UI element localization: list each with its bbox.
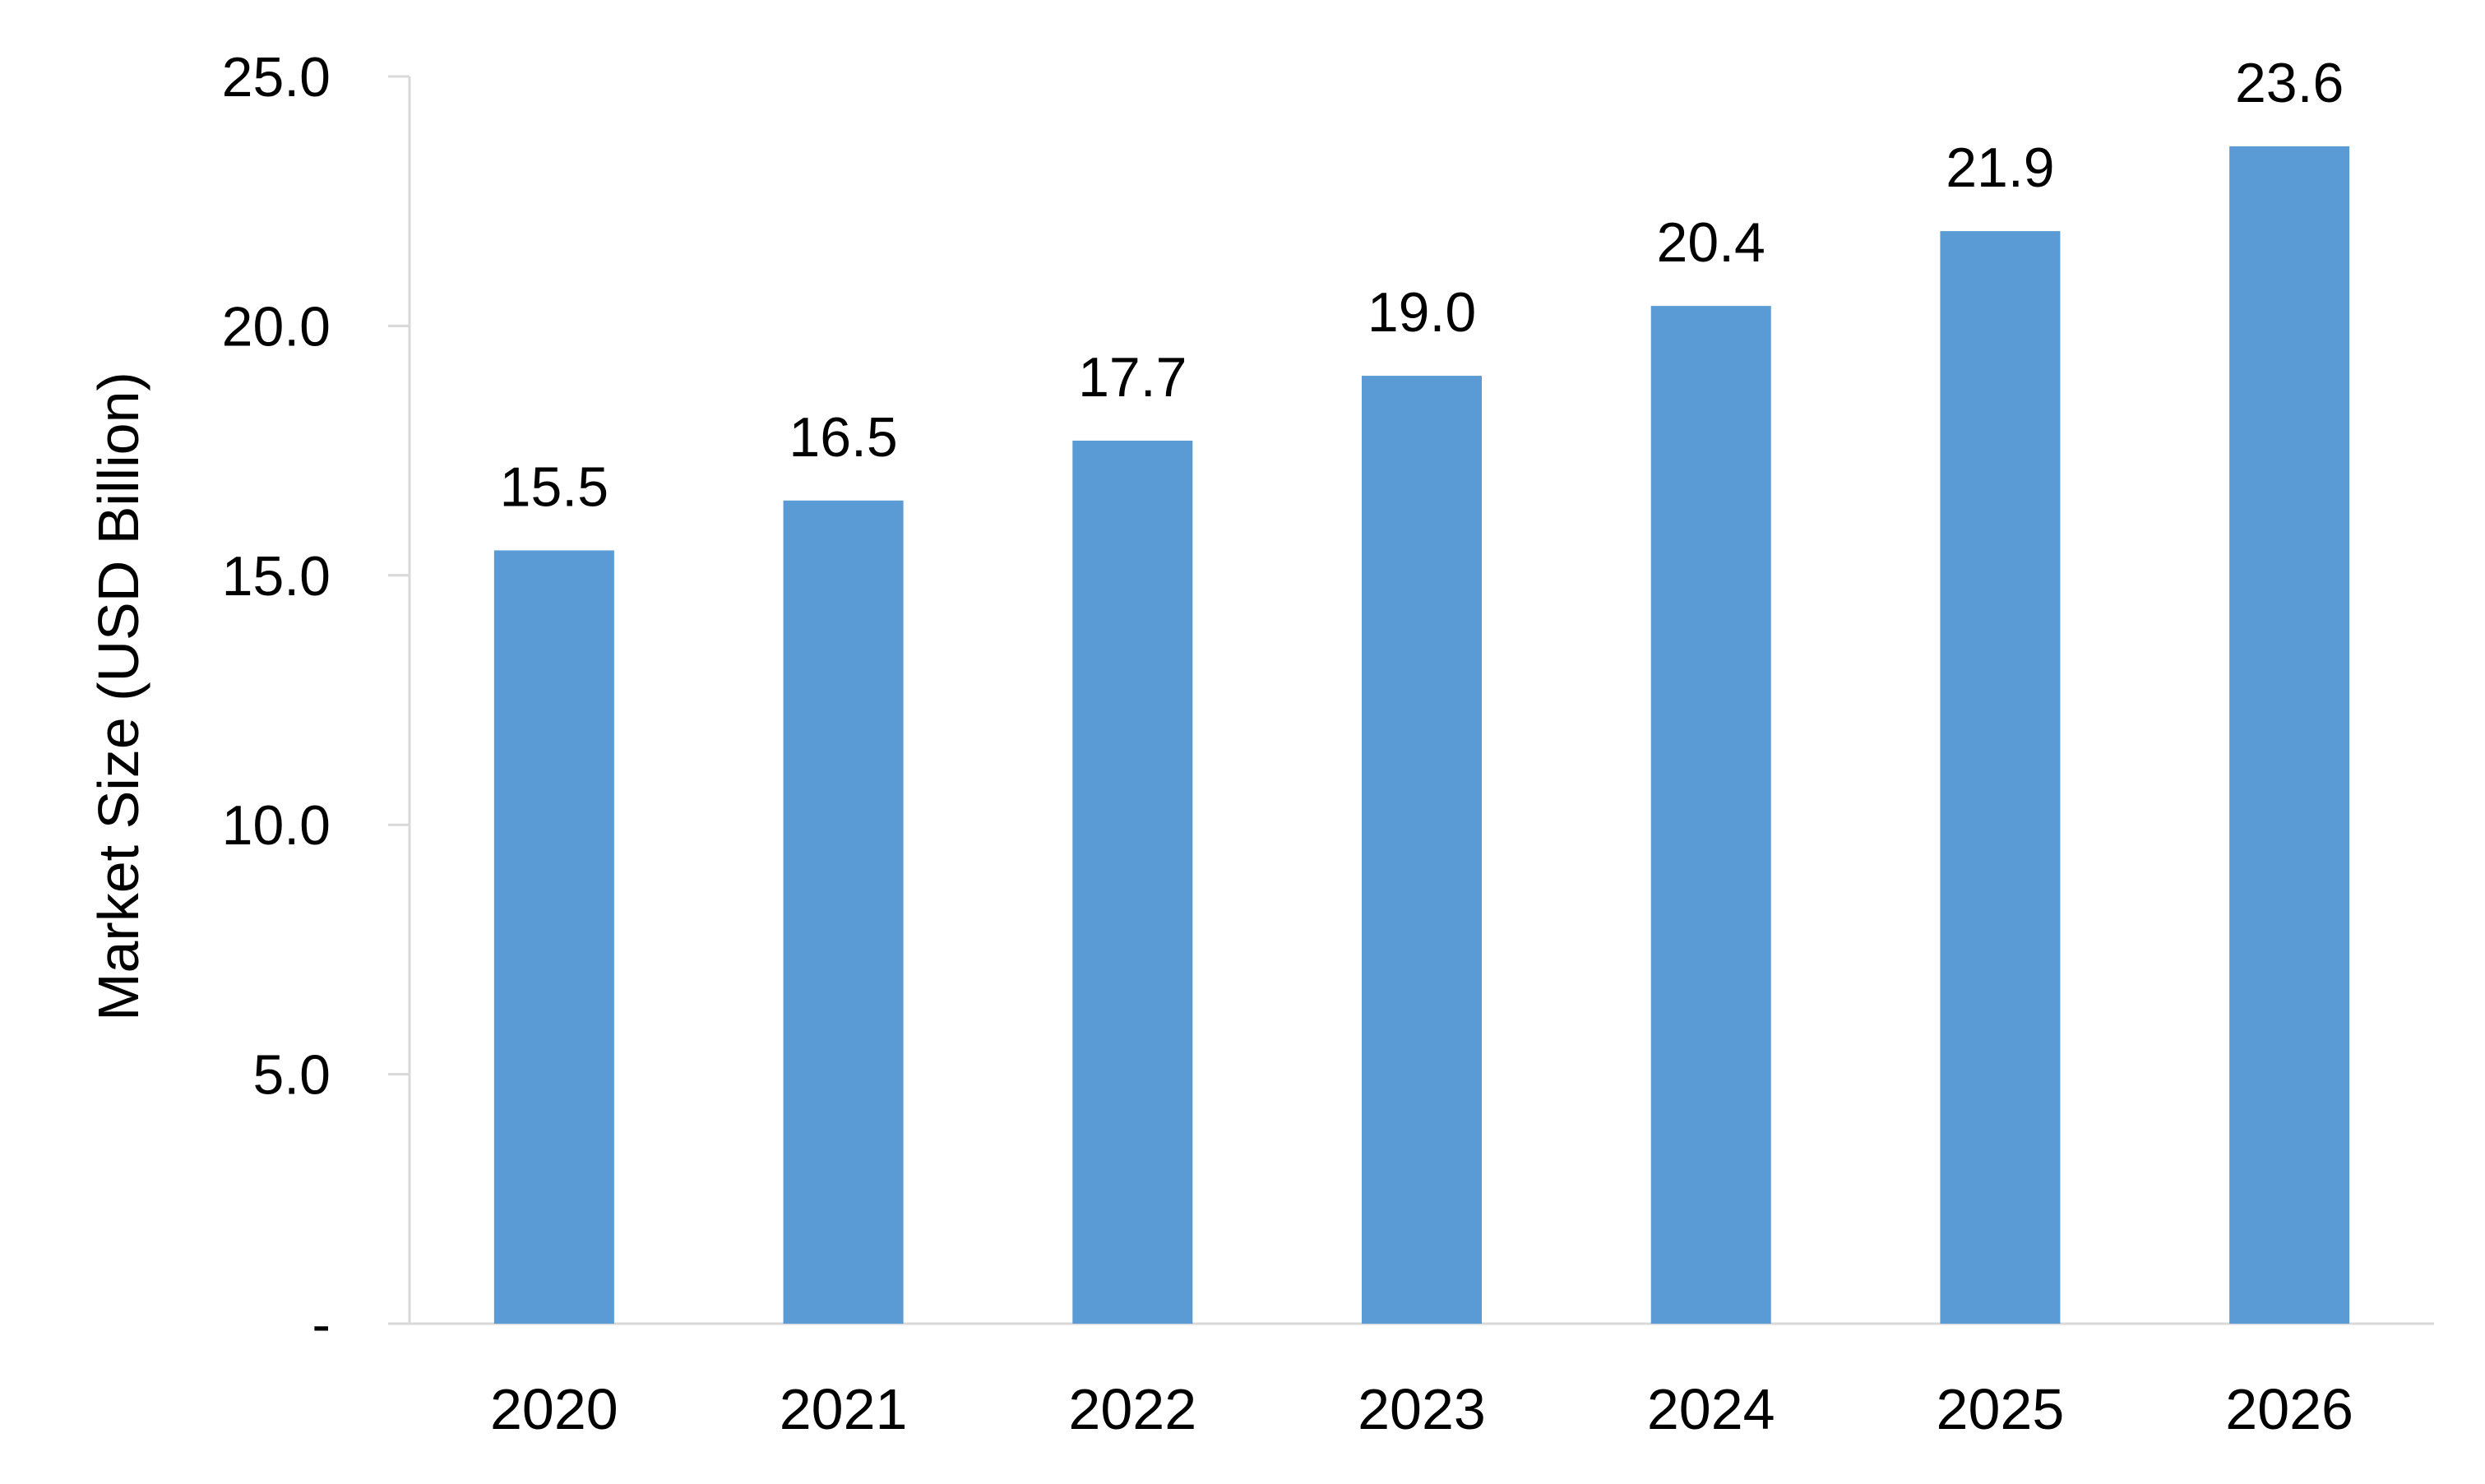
data-label-2023: 19.0: [1367, 281, 1476, 344]
y-tick-label: 15.0: [222, 545, 331, 608]
data-label-2021: 16.5: [789, 406, 897, 469]
data-label-2024: 20.4: [1657, 211, 1765, 274]
bar-2020: [493, 550, 614, 1324]
bar-2023: [1362, 376, 1482, 1325]
y-axis-title: Market Size (USD Billion): [86, 372, 150, 1021]
x-tick-label-2024: 2024: [1647, 1377, 1775, 1441]
x-tick-label-2022: 2022: [1068, 1377, 1196, 1441]
y-tick-label: 20.0: [222, 295, 331, 358]
data-label-2026: 23.6: [2235, 52, 2344, 114]
bar-2026: [2229, 146, 2350, 1324]
bar-2021: [783, 500, 904, 1324]
data-label-2025: 21.9: [1946, 136, 2054, 199]
bar-2024: [1650, 306, 1771, 1325]
x-tick-label-2020: 2020: [490, 1377, 618, 1441]
x-tick-label-2023: 2023: [1358, 1377, 1486, 1441]
data-label-2022: 17.7: [1078, 346, 1187, 409]
x-tick-label-2025: 2025: [1937, 1377, 2065, 1441]
x-tick-labels: 2020 2021 2022 2023 2024 2025 2026: [490, 1377, 2353, 1441]
x-tick-label-2021: 2021: [780, 1377, 908, 1441]
bar-2022: [1072, 440, 1193, 1324]
bar-2025: [1940, 231, 2061, 1324]
y-tick-labels: - 5.0 10.0 15.0 20.0 25.0: [222, 46, 410, 1356]
y-tick-label: 25.0: [222, 46, 331, 109]
bars: [493, 146, 2350, 1325]
y-tick-label: 5.0: [252, 1044, 331, 1107]
y-tick-label: -: [312, 1293, 331, 1356]
x-tick-label-2026: 2026: [2225, 1377, 2353, 1441]
data-labels: 15.5 16.5 17.7 19.0 20.4 21.9 23.6: [500, 52, 2344, 519]
y-tick-label: 10.0: [222, 794, 331, 857]
data-label-2020: 15.5: [500, 455, 609, 518]
